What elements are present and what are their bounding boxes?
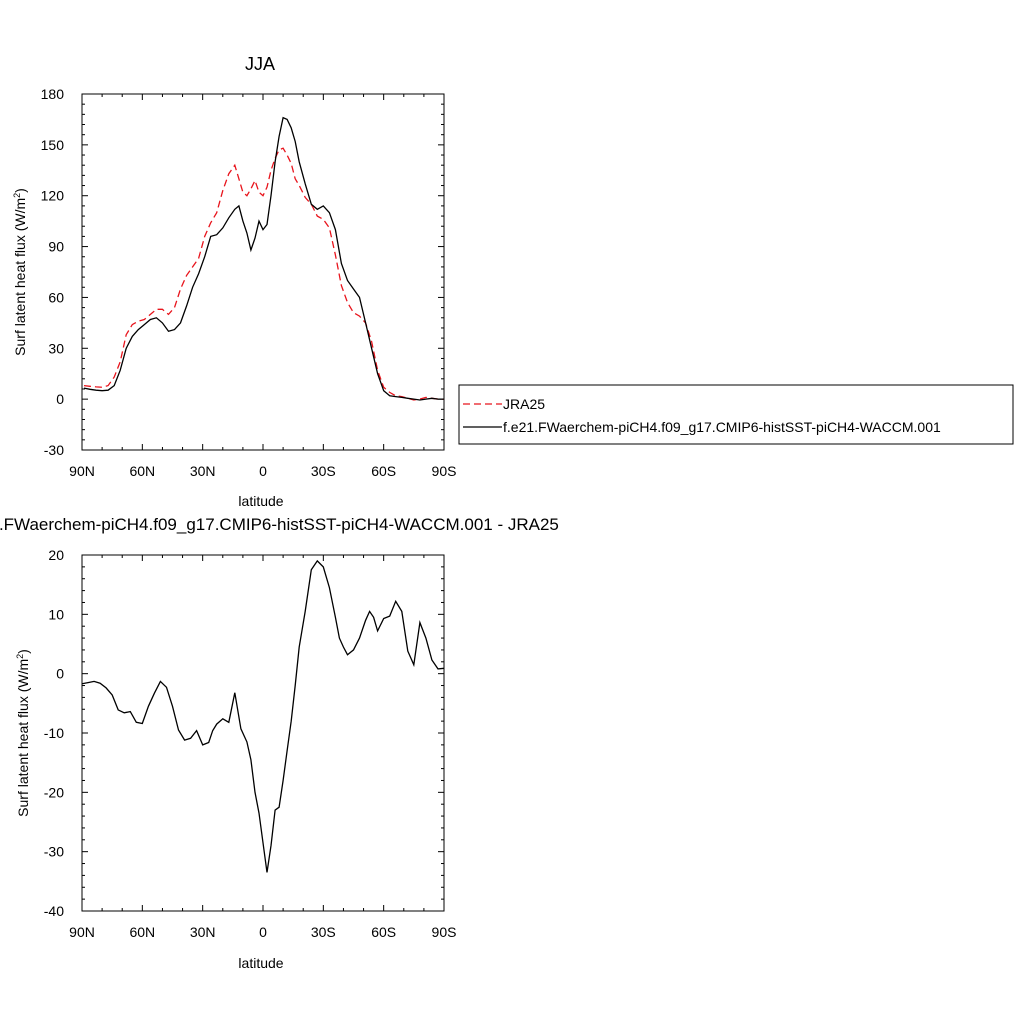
x-axis-label: latitude xyxy=(238,955,283,971)
y-axis-label: Surf latent heat flux (W/m2) xyxy=(15,649,31,817)
top-panel: 90N 60N 30N 0 30S 60S 90S -30 0 30 60 90 120 150 180 JJ… xyxy=(12,54,456,509)
chart-title: f.e21.FWaerchem-piCH4.f09_g17.CMIP6-hist… xyxy=(0,515,559,534)
x-tick-label: 30N xyxy=(190,463,216,479)
y-tick-label: 90 xyxy=(48,239,64,255)
x-tick-label: 90N xyxy=(69,463,95,479)
x-tick-label: 30S xyxy=(311,924,336,940)
y-tick-label: 120 xyxy=(41,188,65,204)
bottom-panel: 90N 60N 30N 0 30S 60S 90S -40 -30 -20 -10 0 10 20 f.e2… xyxy=(0,515,559,971)
x-tick-label: 60S xyxy=(371,463,396,479)
y-tick-label: 10 xyxy=(48,606,64,622)
series-line-jra25 xyxy=(83,147,444,401)
legend: JRA25 f.e21.FWaerchem-piCH4.f09_g17.CMIP6… xyxy=(458,384,1014,445)
y-axis-label: Surf latent heat flux (W/m2) xyxy=(12,188,28,356)
legend-label-model: f.e21.FWaerchem-piCH4.f09_g17.CMIP6-hist… xyxy=(503,419,941,435)
y-axis-label-sup: 2 xyxy=(15,654,25,659)
x-axis-label: latitude xyxy=(238,493,283,509)
x-tick-label: 0 xyxy=(259,463,267,479)
x-tick-label: 60S xyxy=(371,924,396,940)
x-tick-label: 90N xyxy=(69,924,95,940)
y-tick-label: 30 xyxy=(48,340,64,356)
y-axis-label-text: Surf latent heat flux (W/m xyxy=(12,198,28,356)
x-tick-label: 90S xyxy=(432,463,457,479)
series-line-difference xyxy=(82,559,444,873)
y-axis-label-close: ) xyxy=(15,649,31,654)
x-tick-label: 90S xyxy=(432,924,457,940)
x-tick-label: 30N xyxy=(190,924,216,940)
y-tick-label: 180 xyxy=(41,86,65,102)
y-tick-label: -10 xyxy=(44,725,64,741)
series-line-model xyxy=(83,116,444,401)
y-axis-label-close: ) xyxy=(12,188,28,193)
y-tick-label: -30 xyxy=(44,442,64,458)
y-axis-label-text: Surf latent heat flux (W/m xyxy=(15,659,31,817)
legend-box xyxy=(458,384,1014,445)
x-tick-label: 30S xyxy=(311,463,336,479)
y-tick-label: 0 xyxy=(56,391,64,407)
y-tick-label: -30 xyxy=(44,844,64,860)
x-tick-label: 0 xyxy=(259,924,267,940)
y-tick-label: -20 xyxy=(44,784,64,800)
y-tick-label: -40 xyxy=(44,903,64,919)
x-tick-label: 60N xyxy=(129,924,155,940)
plot-frame xyxy=(81,93,445,451)
y-axis-label-sup: 2 xyxy=(12,193,22,198)
plot-frame xyxy=(81,554,445,912)
x-tick-label: 60N xyxy=(129,463,155,479)
y-tick-label: 150 xyxy=(41,137,65,153)
y-tick-label: 60 xyxy=(48,289,64,305)
y-tick-label: 20 xyxy=(48,547,64,563)
chart-title: JJA xyxy=(245,54,275,74)
y-tick-label: 0 xyxy=(56,666,64,682)
legend-label-jra25: JRA25 xyxy=(503,396,545,412)
